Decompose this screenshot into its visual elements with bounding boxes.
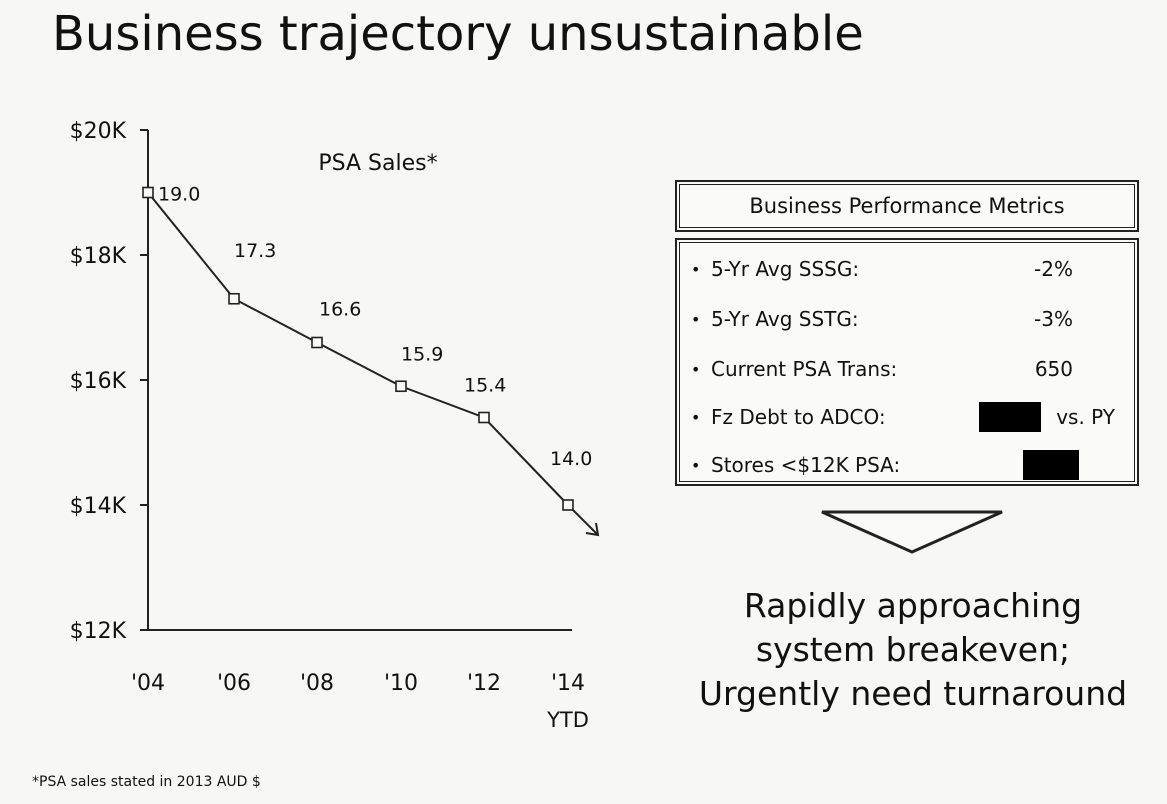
metric-label: Current PSA Trans:	[711, 357, 898, 381]
x-tick-label: '14	[551, 671, 585, 696]
data-point-marker	[562, 499, 574, 511]
trend-arrow-head-icon	[585, 522, 600, 537]
y-tick-label: $14K	[70, 494, 127, 519]
conclusion-line-2: system breakeven;	[755, 630, 1071, 669]
x-tick-label: '06	[217, 671, 251, 696]
redacted-value	[1023, 450, 1079, 480]
data-label: 19.0	[158, 184, 200, 206]
data-label: 17.3	[234, 240, 276, 262]
metric-row-fz-debt: • Fz Debt to ADCO: vs. PY	[691, 402, 1119, 432]
data-point-marker	[228, 292, 240, 305]
x-tick-sublabel: YTD	[546, 708, 589, 732]
data-point-marker	[395, 380, 407, 393]
down-arrow-icon	[821, 510, 1003, 554]
metric-value: 650	[1034, 357, 1073, 381]
metric-row-stores: • Stores <$12K PSA:	[691, 450, 1119, 480]
data-label: 15.9	[401, 343, 443, 365]
metric-value: -2%	[1034, 257, 1073, 281]
metric-label: Fz Debt to ADCO:	[711, 405, 886, 429]
bullet-icon: •	[691, 455, 701, 475]
data-point-marker	[142, 186, 154, 199]
data-point-marker	[311, 336, 323, 349]
y-tick-label: $16K	[70, 369, 127, 394]
metrics-panel: • 5-Yr Avg SSSG: -2% • 5-Yr Avg SSTG: -3…	[675, 238, 1139, 486]
x-tick-label: '12	[467, 671, 501, 696]
data-label: 15.4	[464, 375, 506, 397]
bullet-icon: •	[691, 309, 701, 329]
redacted-value	[979, 402, 1041, 432]
x-tick-label: '10	[384, 671, 418, 696]
metric-suffix: vs. PY	[1056, 405, 1115, 429]
series-line	[147, 191, 569, 506]
bullet-icon: •	[691, 259, 701, 279]
conclusion-line-1: Rapidly approaching	[743, 586, 1083, 625]
bullet-icon: •	[691, 407, 701, 427]
y-tick-label: $20K	[70, 119, 127, 144]
chart-title: PSA Sales*	[318, 151, 437, 176]
metric-value: -3%	[1034, 307, 1073, 331]
metric-row-sssg: • 5-Yr Avg SSSG: -2%	[691, 254, 1119, 284]
slide-title: Business trajectory unsustainable	[52, 6, 864, 62]
metric-label: Stores <$12K PSA:	[711, 453, 901, 477]
psa-sales-chart: $20K $18K $16K $14K $12K '04 '06 '08 '10 '12 '14 YT…	[70, 119, 600, 732]
data-label: 14.0	[550, 448, 592, 470]
footnote: *PSA sales stated in 2013 AUD $	[32, 774, 261, 790]
conclusion-text: Rapidly approaching system breakeven; Ur…	[680, 584, 1146, 716]
conclusion-line-3: Urgently need turnaround	[698, 674, 1128, 713]
data-label: 16.6	[319, 299, 361, 321]
metric-label: 5-Yr Avg SSTG:	[711, 307, 859, 331]
y-tick-label: $12K	[70, 619, 127, 644]
y-tick-label: $18K	[70, 244, 127, 269]
bullet-icon: •	[691, 359, 701, 379]
metric-row-sstg: • 5-Yr Avg SSTG: -3%	[691, 304, 1119, 334]
metrics-header-label: Business Performance Metrics	[749, 194, 1065, 218]
metric-label: 5-Yr Avg SSSG:	[711, 257, 860, 281]
data-point-marker	[478, 411, 490, 424]
x-tick-label: '08	[300, 671, 334, 696]
x-tick-label: '04	[131, 671, 165, 696]
metrics-header: Business Performance Metrics	[675, 180, 1139, 232]
metric-row-psa-trans: • Current PSA Trans: 650	[691, 354, 1119, 384]
